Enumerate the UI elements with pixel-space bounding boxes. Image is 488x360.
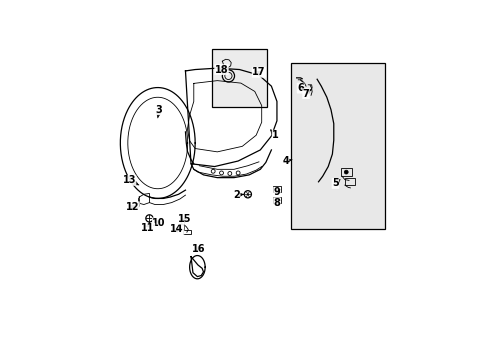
Text: 11: 11: [141, 223, 155, 233]
Text: 17: 17: [252, 67, 265, 77]
Bar: [178, 224, 183, 229]
Text: 13: 13: [122, 175, 139, 185]
Text: 15: 15: [178, 214, 191, 224]
Text: 16: 16: [191, 244, 205, 254]
Text: 4: 4: [282, 156, 291, 166]
Bar: [344, 178, 355, 185]
Text: 9: 9: [273, 187, 280, 197]
Bar: [183, 230, 191, 234]
Bar: [340, 168, 352, 176]
Bar: [290, 63, 384, 229]
Circle shape: [344, 170, 347, 174]
Text: 3: 3: [156, 105, 162, 118]
Bar: [211, 49, 267, 107]
Text: 2: 2: [233, 190, 243, 200]
Text: 14: 14: [170, 225, 183, 234]
Text: 18: 18: [214, 64, 228, 75]
Bar: [272, 186, 281, 192]
Text: 10: 10: [152, 218, 165, 228]
Text: 5: 5: [331, 179, 339, 189]
Text: 1: 1: [270, 130, 278, 140]
Text: 7: 7: [302, 89, 310, 99]
Text: 6: 6: [297, 83, 303, 93]
Text: 12: 12: [125, 202, 139, 212]
Bar: [272, 197, 281, 203]
Text: 8: 8: [273, 198, 280, 208]
